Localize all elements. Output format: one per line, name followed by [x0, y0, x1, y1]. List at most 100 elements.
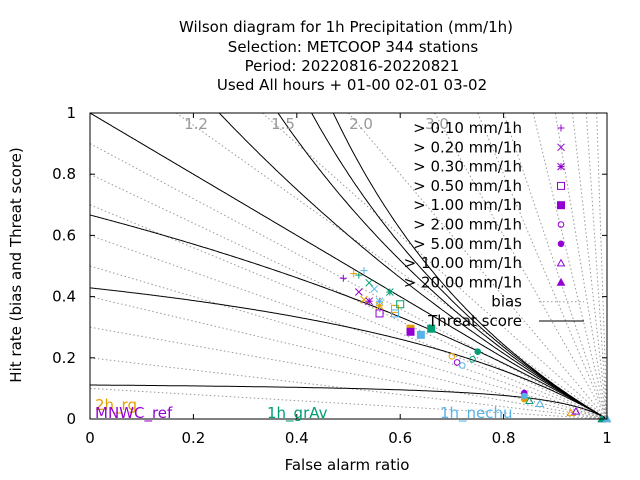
data-point	[365, 278, 374, 287]
x-tick-label: 0.8	[492, 429, 516, 447]
series-label: 2h_rg	[95, 396, 137, 415]
x-tick-label: 0.6	[388, 429, 412, 447]
bias-label: 2.0	[349, 115, 373, 133]
legend-marker	[557, 143, 565, 152]
bias-isoline	[572, 113, 607, 419]
data-point	[427, 324, 436, 333]
legend-marker	[557, 201, 565, 210]
axis-ticks: 0 0.2 0.4 0.6 0.8 1 0 0.2 0.4 0.6 0.8 1	[52, 104, 612, 447]
legend-label: bias	[491, 293, 522, 311]
data-point	[469, 356, 476, 363]
threat-score-isoline	[311, 113, 607, 419]
legend-label: > 1.00 mm/1h	[413, 196, 522, 214]
data-point	[386, 288, 394, 296]
threat-score-isoline	[90, 287, 607, 419]
data-point	[453, 359, 461, 366]
data-point	[525, 396, 534, 404]
y-tick-label: 1	[66, 104, 76, 122]
bias-label: 3.0	[425, 115, 449, 133]
data-point	[391, 304, 400, 313]
bias-label: 1.2	[184, 115, 208, 133]
data-point	[360, 267, 368, 275]
legend-marker	[557, 162, 565, 171]
data-point	[448, 352, 456, 360]
series-label: 1h_nechu	[440, 404, 513, 423]
bias-isoline	[434, 113, 607, 419]
threat-score-isoline	[90, 384, 607, 419]
legend-label: > 0.30 mm/1h	[413, 158, 522, 176]
legend-label: > 5.00 mm/1h	[413, 235, 522, 253]
data-point	[396, 300, 405, 309]
data-point	[360, 295, 368, 304]
legend-marker	[557, 240, 565, 248]
legend-marker	[556, 277, 566, 286]
data-point	[370, 285, 379, 293]
isolines-layer: 1.2 1.5 2.0 3.0	[90, 113, 607, 419]
bias-isoline	[503, 113, 607, 419]
threat-score-isoline	[90, 113, 607, 419]
y-axis-label: Hit rate (bias and Threat score)	[7, 147, 25, 382]
x-tick-label: 0	[85, 429, 95, 447]
bias-isoline	[175, 113, 607, 419]
bias-isoline	[90, 296, 607, 419]
data-point	[354, 288, 363, 296]
data-point	[416, 330, 425, 339]
data-point	[535, 399, 545, 407]
y-tick-label: 0.6	[52, 226, 76, 244]
legend-label: > 20.00 mm/1h	[404, 273, 522, 291]
data-point	[375, 301, 384, 310]
chart-title: Wilson diagram for 1h Precipitation (mm/…	[179, 18, 513, 94]
x-axis-label: False alarm ratio	[285, 456, 410, 474]
data-point	[571, 406, 581, 415]
y-tick-label: 0.8	[52, 165, 76, 183]
legend-label: Threat score	[427, 312, 522, 330]
data-point	[365, 297, 374, 306]
y-tick-label: 0.4	[52, 288, 76, 306]
bias-isoline	[348, 113, 607, 419]
bias-isoline	[262, 113, 607, 419]
legend-label: > 10.00 mm/1h	[404, 254, 522, 272]
bias-label: 1.5	[271, 115, 295, 133]
data-point	[339, 274, 347, 282]
title-line-2: Selection: METCOOP 344 stations	[228, 38, 479, 56]
bias-isoline	[585, 113, 607, 419]
legend-marker	[557, 221, 565, 228]
plot-frame	[89, 112, 608, 420]
bias-isoline	[90, 173, 607, 419]
data-point	[375, 309, 384, 318]
y-tick-label: 0	[66, 410, 76, 428]
x-tick-label: 1	[602, 429, 612, 447]
data-point	[474, 348, 482, 355]
legend-marker	[557, 124, 565, 132]
bias-isoline	[90, 234, 607, 419]
y-tick-label: 0.2	[52, 349, 76, 367]
legend-label: > 0.50 mm/1h	[413, 177, 522, 195]
legend-marker	[556, 258, 566, 267]
threat-score-isoline	[90, 214, 607, 419]
threat-score-isoline	[218, 113, 607, 419]
data-point	[458, 362, 466, 369]
data-point	[391, 309, 400, 318]
data-point	[406, 327, 415, 336]
data-point	[520, 392, 528, 400]
legend-label: > 0.20 mm/1h	[413, 138, 522, 156]
bias-isoline	[477, 113, 607, 419]
series-label: MNWC_ref	[95, 404, 173, 423]
bias-isoline	[596, 113, 607, 419]
legend-label: > 0.10 mm/1h	[413, 119, 522, 137]
legend: > 0.10 mm/1h> 0.20 mm/1h > 0.30 mm/1h> 0.…	[404, 119, 584, 330]
x-tick-label: 0.4	[285, 429, 309, 447]
legend-label: > 2.00 mm/1h	[413, 216, 522, 234]
data-point	[566, 408, 576, 417]
title-line-4: Used All hours + 01-00 02-01 03-02	[217, 76, 487, 94]
threat-score-isoline	[277, 113, 607, 419]
title-line-3: Period: 20220816-20220821	[245, 57, 460, 75]
series-label: 1h_grAv	[267, 404, 328, 423]
data-point	[375, 297, 384, 306]
title-line-1: Wilson diagram for 1h Precipitation (mm/…	[179, 18, 513, 36]
bias-isoline	[90, 204, 607, 419]
legend-marker	[557, 181, 565, 190]
bias-isoline	[532, 113, 607, 419]
